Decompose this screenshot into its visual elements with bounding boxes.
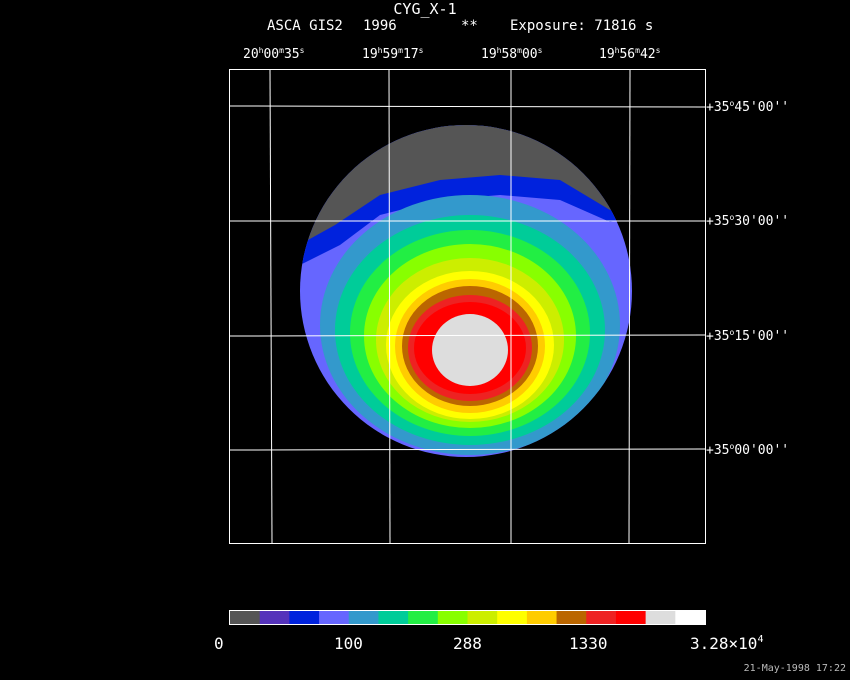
colorbar-segment <box>556 611 587 624</box>
dec-label-3: +35o15'00'' <box>706 328 790 344</box>
ra-gridline-1 <box>269 69 273 544</box>
colorbar-label-0: 0 <box>214 634 224 653</box>
colorbar-frame <box>229 610 706 625</box>
colorbar-label-100: 100 <box>334 634 363 653</box>
colorbar-segment <box>467 611 498 624</box>
colorbar-segment <box>526 611 558 624</box>
coordinate-grid <box>229 69 706 544</box>
colorbar-segment <box>230 611 261 624</box>
dec-label-1: +35o45'00'' <box>706 99 790 115</box>
colorbar-label-288: 288 <box>453 634 482 653</box>
dec-gridline-1 <box>229 105 706 108</box>
flag-label: ** <box>461 18 478 34</box>
instrument-label: ASCA GIS2 <box>267 18 343 34</box>
image-title: CYG_X-1 <box>393 0 457 18</box>
ra-label-1: 20h00m35s <box>243 46 305 62</box>
colorbar-segment <box>586 611 617 624</box>
colorbar <box>230 611 706 624</box>
year-label: 1996 <box>363 18 397 34</box>
dec-label-4: +35o00'00'' <box>706 442 790 458</box>
colorbar-segment <box>289 611 320 624</box>
ra-label-3: 19h58m00s <box>481 46 543 62</box>
dec-label-2: +35o30'00'' <box>706 213 790 229</box>
colorbar-segment <box>497 611 528 624</box>
dec-gridline-3 <box>229 334 706 337</box>
dec-gridline-4 <box>229 448 706 451</box>
colorbar-segment <box>645 611 676 624</box>
source-counts-map <box>300 125 632 457</box>
colorbar-segment <box>319 611 350 624</box>
colorbar-segment <box>348 611 379 624</box>
colorbar-segment <box>259 611 290 624</box>
ra-gridline-2 <box>388 69 391 544</box>
colorbar-segment <box>615 611 647 624</box>
timestamp: 21-May-1998 17:22 <box>743 663 846 674</box>
colorbar-segment <box>378 611 409 624</box>
colorbar-segment <box>675 611 706 624</box>
ra-label-4: 19h56m42s <box>599 46 661 62</box>
colorbar-label-max: 3.28×104 <box>690 634 764 653</box>
colorbar-segment <box>437 611 468 624</box>
ra-gridline-4 <box>628 69 631 544</box>
plot-frame <box>229 69 706 544</box>
exposure-label: Exposure: 71816 s <box>510 18 654 34</box>
ra-label-2: 19h59m17s <box>362 46 424 62</box>
colorbar-segment <box>408 611 439 624</box>
colorbar-label-1330: 1330 <box>569 634 608 653</box>
